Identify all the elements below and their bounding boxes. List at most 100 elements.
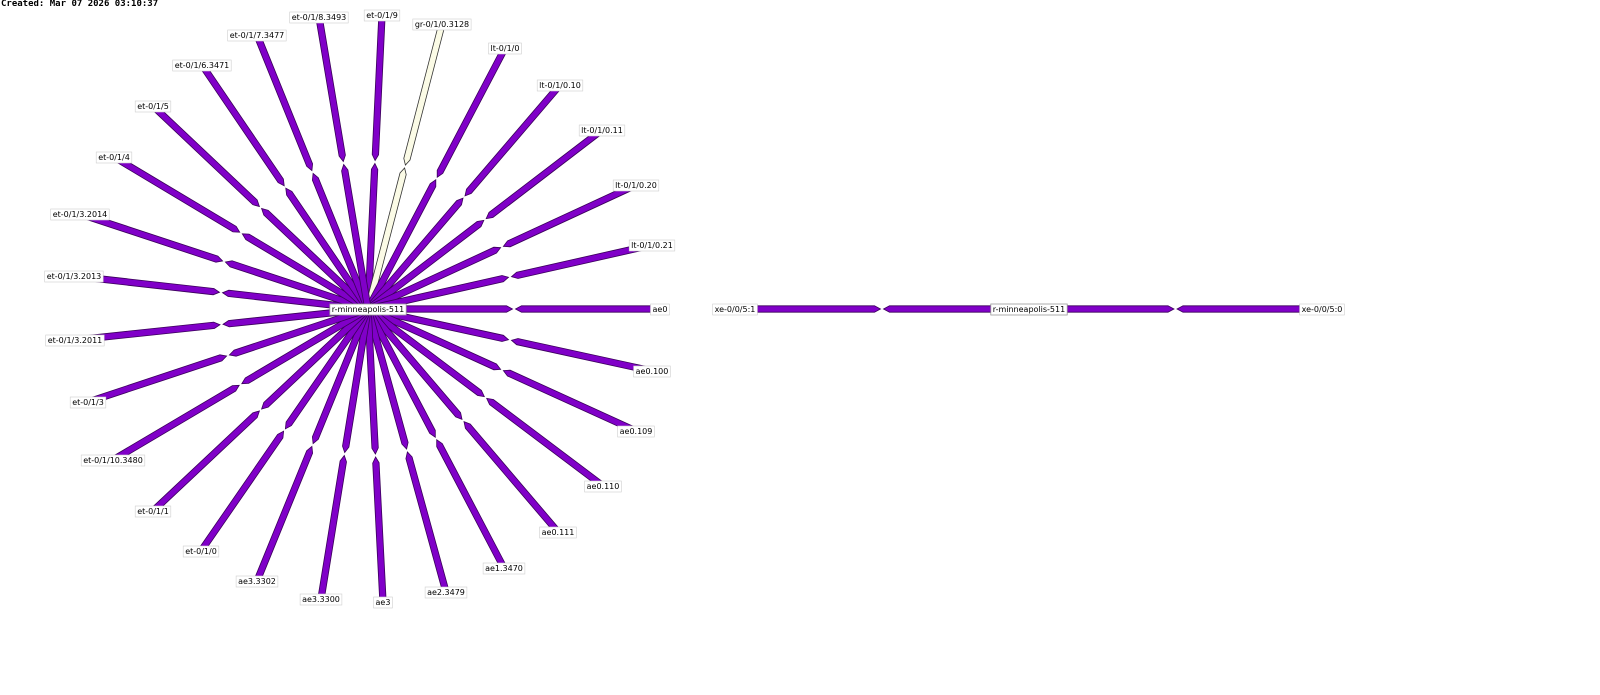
interface-label-19-box <box>80 454 146 467</box>
interface-label-9[interactable]: ae0.109 <box>617 425 655 438</box>
interface-label-17-text: et-0/1/0 <box>185 547 217 556</box>
interface-label-12[interactable]: ae1.3470 <box>482 562 526 575</box>
interface-label-18-text: et-0/1/1 <box>137 507 169 516</box>
interface-label-xe-0-0-5-0-text: xe-0/0/5:0 <box>1302 305 1343 314</box>
interface-label-5-box <box>612 179 660 192</box>
interface-label-xe-0-0-5-1-box <box>712 303 758 316</box>
interface-label-11-text: ae0.111 <box>542 528 575 537</box>
interface-label-1[interactable]: gr-0/1/0.3128 <box>412 18 472 31</box>
interface-label-2[interactable]: lt-0/1/0 <box>488 42 522 55</box>
link-15-out-arrow <box>317 454 347 600</box>
interface-label-12-box <box>482 562 526 575</box>
interface-label-4-text: lt-0/1/0.11 <box>581 126 623 135</box>
interface-label-3[interactable]: lt-0/1/0.10 <box>536 79 584 92</box>
link-28-out-arrow <box>315 16 346 163</box>
link-13[interactable] <box>364 307 450 594</box>
interface-label-xe-0-0-5-1-text: xe-0/0/5:1 <box>715 305 756 314</box>
interface-label-15[interactable]: ae3.3300 <box>299 593 343 606</box>
right-router-node-box <box>990 303 1068 316</box>
interface-label-25-text: et-0/1/5 <box>137 102 169 111</box>
interface-label-14[interactable]: ae3 <box>373 596 393 609</box>
interface-label-17-box <box>182 545 220 558</box>
interface-label-1-text: gr-0/1/0.3128 <box>415 20 469 29</box>
right-graph-labels: xe-0/0/5:1 r-minneapolis-511 xe-0/0/5:0 <box>712 303 1345 316</box>
interface-label-22-text: et-0/1/3.2013 <box>47 272 102 281</box>
link-2[interactable] <box>364 45 509 312</box>
interface-label-5[interactable]: lt-0/1/0.20 <box>612 179 660 192</box>
interface-label-7[interactable]: ae0 <box>650 303 670 316</box>
interface-label-26-box <box>172 59 232 72</box>
interface-label-3-box <box>536 79 584 92</box>
link-12[interactable] <box>364 306 508 571</box>
interface-label-6[interactable]: lt-0/1/0.21 <box>628 239 676 252</box>
interface-label-25[interactable]: et-0/1/5 <box>134 100 172 113</box>
left-router-node[interactable]: r-minneapolis-511 <box>329 303 407 316</box>
link-5[interactable] <box>366 181 638 313</box>
interface-label-xe-0-0-5-0-box <box>1299 303 1345 316</box>
interface-label-16[interactable]: ae3.3302 <box>235 575 279 588</box>
right-router-node-text: r-minneapolis-511 <box>993 305 1065 314</box>
interface-label-8[interactable]: ae0.100 <box>633 365 671 378</box>
link-27[interactable] <box>253 33 372 311</box>
interface-label-10[interactable]: ae0.110 <box>584 480 622 493</box>
interface-label-21-box <box>45 334 105 347</box>
link-26[interactable] <box>198 62 372 312</box>
link-7[interactable] <box>367 305 661 313</box>
interface-label-21[interactable]: et-0/1/3.2011 <box>45 334 105 347</box>
link-0-out-arrow <box>371 14 386 162</box>
interface-label-19-text: et-0/1/10.3480 <box>83 456 143 465</box>
interface-label-27-box <box>227 29 287 42</box>
interface-label-12-text: ae1.3470 <box>485 564 523 573</box>
link-13-out-arrow <box>405 451 450 594</box>
interface-label-xe-0-0-5-1[interactable]: xe-0/0/5:1 <box>712 303 758 316</box>
interface-label-11[interactable]: ae0.111 <box>539 526 577 539</box>
right-router-node[interactable]: r-minneapolis-511 <box>990 303 1068 316</box>
link-xe-0-0-5-0[interactable] <box>1028 305 1323 313</box>
interface-label-15-text: ae3.3300 <box>302 595 340 604</box>
interface-label-26[interactable]: et-0/1/6.3471 <box>172 59 232 72</box>
interface-label-xe-0-0-5-0[interactable]: xe-0/0/5:0 <box>1299 303 1345 316</box>
interface-label-17[interactable]: et-0/1/0 <box>182 545 220 558</box>
interface-label-23[interactable]: et-0/1/3.2014 <box>50 208 110 221</box>
interface-label-6-box <box>628 239 676 252</box>
interface-label-21-text: et-0/1/3.2011 <box>48 336 103 345</box>
link-xe-0-0-5-1[interactable] <box>734 305 1030 313</box>
interface-label-22-box <box>44 270 104 283</box>
interface-label-9-box <box>617 425 655 438</box>
interface-label-28[interactable]: et-0/1/8.3493 <box>289 11 349 24</box>
left-graph-links <box>73 14 661 603</box>
link-26-out-arrow <box>198 62 285 187</box>
link-20-out-arrow <box>86 354 228 406</box>
interface-label-7-box <box>650 303 670 316</box>
interface-label-22[interactable]: et-0/1/3.2013 <box>44 270 104 283</box>
interface-label-23-box <box>50 208 110 221</box>
interface-label-0[interactable]: et-0/1/9 <box>363 9 401 22</box>
interface-label-18[interactable]: et-0/1/1 <box>134 505 172 518</box>
interface-label-4-box <box>578 124 626 137</box>
interface-label-10-box <box>584 480 622 493</box>
interface-label-24[interactable]: et-0/1/4 <box>95 151 133 164</box>
interface-label-0-text: et-0/1/9 <box>366 11 398 20</box>
interface-label-0-box <box>363 9 401 22</box>
interface-label-11-box <box>539 526 577 539</box>
interface-label-16-box <box>235 575 279 588</box>
interface-label-18-box <box>134 505 172 518</box>
interface-label-4[interactable]: lt-0/1/0.11 <box>578 124 626 137</box>
interface-label-20-box <box>69 396 107 409</box>
interface-label-13[interactable]: ae2.3479 <box>424 586 468 599</box>
interface-label-27-text: et-0/1/7.3477 <box>230 31 285 40</box>
interface-label-1-box <box>412 18 472 31</box>
link-9[interactable] <box>366 305 638 435</box>
interface-label-19[interactable]: et-0/1/10.3480 <box>80 454 146 467</box>
interface-label-25-box <box>134 100 172 113</box>
link-1-out-arrow <box>403 22 446 166</box>
interface-label-27[interactable]: et-0/1/7.3477 <box>227 29 287 42</box>
interface-label-7-text: ae0 <box>653 305 668 314</box>
left-router-node-box <box>329 303 407 316</box>
interface-label-5-text: lt-0/1/0.20 <box>615 181 657 190</box>
right-graph-links <box>734 305 1323 313</box>
interface-label-16-text: ae3.3302 <box>238 577 276 586</box>
link-6[interactable] <box>366 241 654 313</box>
interface-label-20[interactable]: et-0/1/3 <box>69 396 107 409</box>
